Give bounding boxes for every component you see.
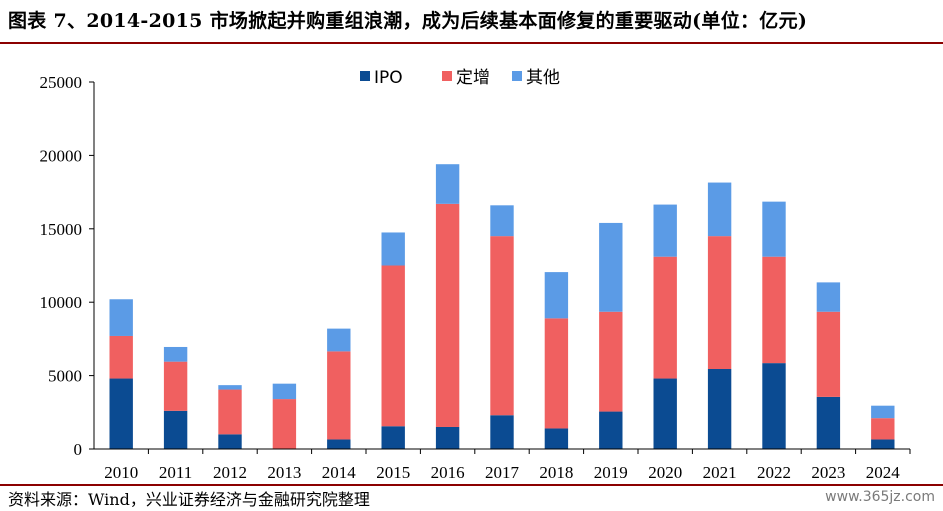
bar-2022-IPO [762,363,786,449]
bars [109,164,895,449]
bar-2010-IPO [109,378,133,449]
x-tick-label: 2021 [703,463,737,482]
legend-swatch-IPO [360,71,370,81]
bar-2016-其他 [435,164,460,204]
bar-2011-IPO [163,410,188,449]
bar-2018-定增 [544,318,569,429]
legend-swatch-其他 [512,71,522,81]
x-tick-label: 2018 [539,463,573,482]
watermark: www.365jz.com [825,489,935,505]
legend-label: 其他 [526,68,560,88]
legend-label: IPO [374,68,403,88]
x-tick-label: 2022 [757,463,791,482]
bar-2015-IPO [381,426,405,449]
y-tick-label: 20000 [40,146,83,165]
y-tick-label: 0 [74,440,83,459]
bar-2013-定增 [272,399,297,449]
bar-2019-定增 [599,311,623,412]
bar-2024-定增 [871,418,895,440]
bar-2015-其他 [381,232,405,266]
bar-2018-其他 [544,272,569,319]
bar-2014-定增 [327,351,351,440]
bar-2011-定增 [163,361,188,411]
bar-2020-IPO [653,378,677,449]
x-tick-label: 2011 [159,463,192,482]
x-tick-label: 2017 [485,463,520,482]
y-tick-label: 25000 [40,73,83,92]
bar-2017-定增 [490,236,514,416]
bar-2011-其他 [163,346,188,362]
bar-2019-其他 [599,222,623,312]
x-tick-label: 2015 [376,463,410,482]
chart-title: 图表 7、2014-2015 市场掀起并购重组浪潮，成为后续基本面修复的重要驱动… [8,10,808,32]
bar-2021-IPO [707,368,732,449]
bar-2015-定增 [381,265,405,427]
bar-2012-定增 [218,389,242,435]
bar-2024-IPO [871,439,895,449]
bar-2014-IPO [327,439,351,449]
title-divider [0,42,943,44]
x-tick-label: 2024 [866,463,901,482]
x-tick-label: 2014 [322,463,357,482]
bar-2013-其他 [272,383,297,400]
x-tick-label: 2023 [811,463,845,482]
bar-2021-其他 [707,182,732,237]
bar-2024-其他 [871,405,895,419]
bar-2023-IPO [816,396,841,449]
bar-2010-其他 [109,299,133,336]
x-tick-label: 2010 [104,463,138,482]
y-tick-label: 5000 [48,367,82,386]
bar-2017-IPO [490,415,514,449]
legend-label: 定增 [456,68,490,88]
bar-2010-定增 [109,335,133,379]
bar-2022-其他 [762,201,786,257]
x-tick-label: 2020 [648,463,682,482]
y-axis: 0 5000 10000 15000 20000 25000 [40,73,95,459]
bar-2022-定增 [762,256,786,364]
x-axis: 2010 2011 2012 2013 2014 2015 2016 2017 2018 2019… [94,448,911,482]
bar-2019-IPO [599,411,623,449]
bar-2017-其他 [490,205,514,237]
y-tick-label: 10000 [40,293,83,312]
bar-2012-其他 [218,385,242,390]
bar-2014-其他 [327,328,351,352]
bar-2021-定增 [707,236,732,369]
legend: IPO 定增 其他 [360,68,560,88]
bar-2023-其他 [816,282,841,312]
bar-2023-定增 [816,311,841,397]
bar-2016-定增 [435,203,460,427]
x-tick-label: 2016 [431,463,465,482]
y-tick-label: 15000 [40,220,83,239]
bar-2020-定增 [653,256,677,379]
x-tick-label: 2012 [213,463,247,482]
bar-2020-其他 [653,204,677,257]
legend-swatch-定增 [442,71,452,81]
source-note: 资料来源：Wind，兴业证券经济与金融研究院整理 [8,490,370,509]
bar-2018-IPO [544,428,569,449]
footer-divider [0,484,943,486]
bar-2016-IPO [435,426,460,449]
bar-2012-IPO [218,434,242,449]
x-tick-label: 2019 [594,463,628,482]
x-tick-label: 2013 [267,463,301,482]
